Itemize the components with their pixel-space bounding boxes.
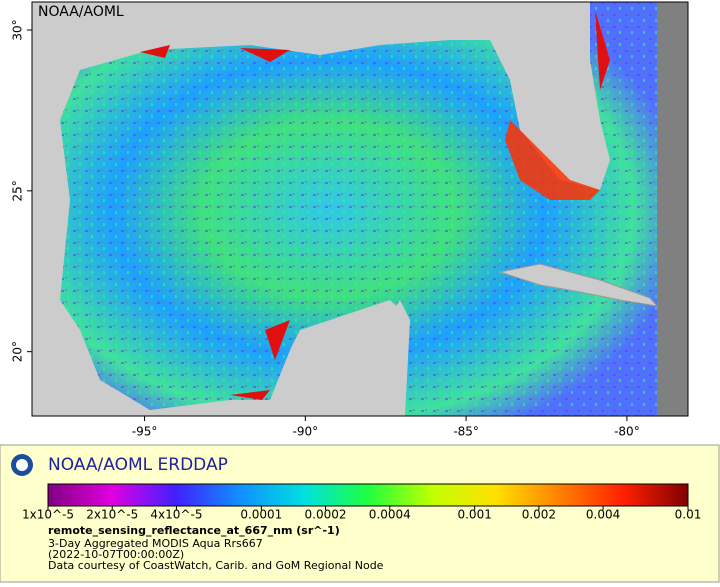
colorbar-tick-label: 0.01 (675, 508, 702, 522)
y-tick-label: 30° (11, 19, 25, 40)
watermark: NOAA/AOML (38, 4, 124, 20)
noaa-logo-inner (16, 459, 28, 471)
colorbar-tick-label: 0.0004 (369, 508, 411, 522)
cuba (498, 263, 659, 307)
colorbar-tick-label: 0.0001 (240, 508, 282, 522)
axes: -95° -90° -85° -80° 30° 25° 20° (11, 19, 640, 438)
x-tick-label: -80° (614, 425, 640, 439)
colorbar-tick-label: 0.002 (522, 508, 556, 522)
x-tick-label: -95° (132, 425, 158, 439)
colorbar (47, 483, 689, 507)
y-tick-label: 25° (11, 180, 25, 201)
colorbar-tick-label: 0.0002 (305, 508, 347, 522)
map-frame (31, 1, 689, 417)
info-line: (2022-10-07T00:00:00Z) (48, 548, 184, 561)
info-line: 3-Day Aggregated MODIS Aqua Rrs667 (48, 537, 263, 550)
legend-panel (0, 444, 720, 583)
colorbar-ticks: 1x10^-5 2x10^-5 4x10^-5 0.0001 0.0002 0.0004 0… (22, 506, 701, 522)
x-tick-label: -85° (453, 425, 479, 439)
info-line: Data courtesy of CoastWatch, Carib. and … (48, 559, 384, 572)
colorbar-tick-label: 0.001 (457, 508, 491, 522)
coastal-high (505, 120, 600, 200)
legend-title: NOAA/AOML ERDDAP (48, 455, 228, 475)
x-tick-label: -90° (293, 425, 319, 439)
y-tick-label: 20° (11, 341, 25, 362)
colorbar-tick-label: 1x10^-5 (22, 508, 74, 522)
ocean-texture (60, 2, 657, 416)
variable-name: remote_sensing_reflectance_at_667_nm (sr… (48, 524, 340, 537)
colorbar-tick-label: 0.004 (586, 508, 620, 522)
no-data (657, 2, 688, 416)
colorbar-tick-label: 2x10^-5 (86, 508, 138, 522)
yucatan (370, 300, 410, 416)
colorbar-tick-label: 4x10^-5 (150, 508, 202, 522)
